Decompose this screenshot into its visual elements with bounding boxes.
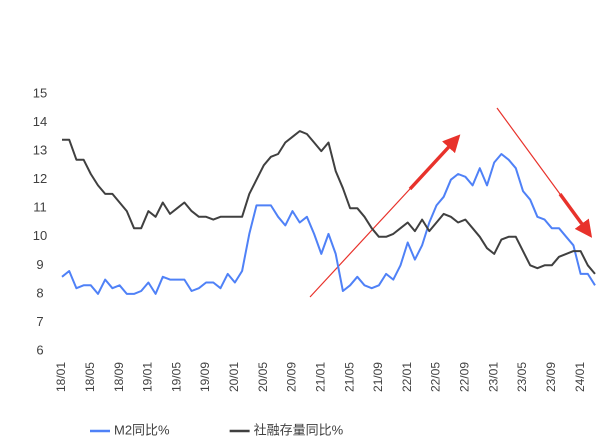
y-tick-label: 9: [36, 257, 43, 272]
y-tick-label: 11: [33, 200, 47, 215]
x-tick-label: 22/05: [429, 362, 443, 392]
x-tick-label: 19/01: [141, 362, 155, 392]
trend-arrow-head: [408, 134, 461, 191]
y-tick-label: 12: [33, 171, 47, 186]
y-tick-label: 13: [33, 143, 47, 158]
x-tick-label: 20/09: [285, 362, 299, 392]
y-tick-label: 10: [33, 228, 47, 243]
y-tick-label: 8: [36, 285, 43, 300]
x-tick-label: 19/05: [169, 362, 183, 392]
x-tick-label: 21/05: [342, 362, 356, 392]
x-tick-label: 20/05: [256, 362, 270, 392]
x-tick-label: 21/09: [371, 362, 385, 392]
x-tick-label: 22/01: [400, 362, 414, 392]
series-line: [62, 130, 596, 275]
x-tick-label: 18/09: [112, 362, 126, 392]
series-line: [61, 153, 596, 295]
trend-arrow-head: [558, 192, 593, 238]
x-tick-label: 23/01: [486, 362, 500, 392]
y-tick-label: 14: [33, 114, 47, 129]
legend-label: 社融存量同比%: [254, 422, 344, 437]
x-tick-label: 18/05: [83, 362, 97, 392]
x-tick-label: 23/09: [544, 362, 558, 392]
x-tick-label: 20/01: [227, 362, 241, 392]
y-tick-label: 15: [33, 85, 47, 100]
x-tick-label: 21/01: [313, 362, 327, 392]
x-tick-label: 23/05: [515, 362, 529, 392]
y-tick-label: 6: [36, 342, 43, 357]
x-tick-label: 19/09: [198, 362, 212, 392]
x-tick-label: 22/09: [458, 362, 472, 392]
x-tick-label: 24/01: [573, 362, 587, 392]
legend-label: M2同比%: [114, 422, 170, 437]
y-tick-label: 7: [36, 314, 43, 329]
x-tick-label: 18/01: [54, 362, 68, 392]
